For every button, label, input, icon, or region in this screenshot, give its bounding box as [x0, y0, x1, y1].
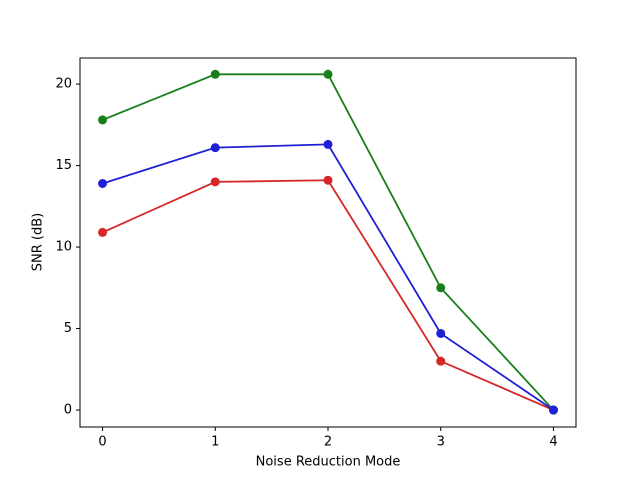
- data-point: [98, 227, 108, 237]
- data-point: [436, 356, 446, 366]
- y-tick-label: 10: [55, 240, 72, 255]
- data-point: [98, 178, 108, 188]
- series-line: [102, 73, 555, 411]
- data-point: [210, 143, 220, 153]
- data-point: [436, 283, 446, 293]
- data-point: [98, 115, 108, 125]
- x-tick-label: 4: [549, 435, 557, 450]
- data-point: [323, 69, 333, 79]
- data-point: [548, 405, 558, 415]
- y-tick-label: 15: [55, 158, 72, 173]
- x-tick-label: 0: [98, 435, 106, 450]
- data-point: [436, 328, 446, 338]
- x-tick-label: 3: [437, 435, 445, 450]
- data-point: [210, 177, 220, 187]
- data-point: [323, 175, 333, 185]
- data-point: [323, 139, 333, 149]
- x-tick-label: 2: [324, 435, 332, 450]
- plot-frame: [79, 57, 577, 428]
- data-point: [210, 69, 220, 79]
- series-line: [102, 179, 554, 411]
- x-tick-label: 1: [211, 435, 219, 450]
- y-axis-label: SNR (dB): [31, 213, 46, 271]
- y-tick-label: 5: [64, 321, 72, 336]
- x-axis-label: Noise Reduction Mode: [256, 455, 401, 470]
- y-tick-label: 0: [64, 403, 72, 418]
- y-tick-label: 20: [55, 77, 72, 92]
